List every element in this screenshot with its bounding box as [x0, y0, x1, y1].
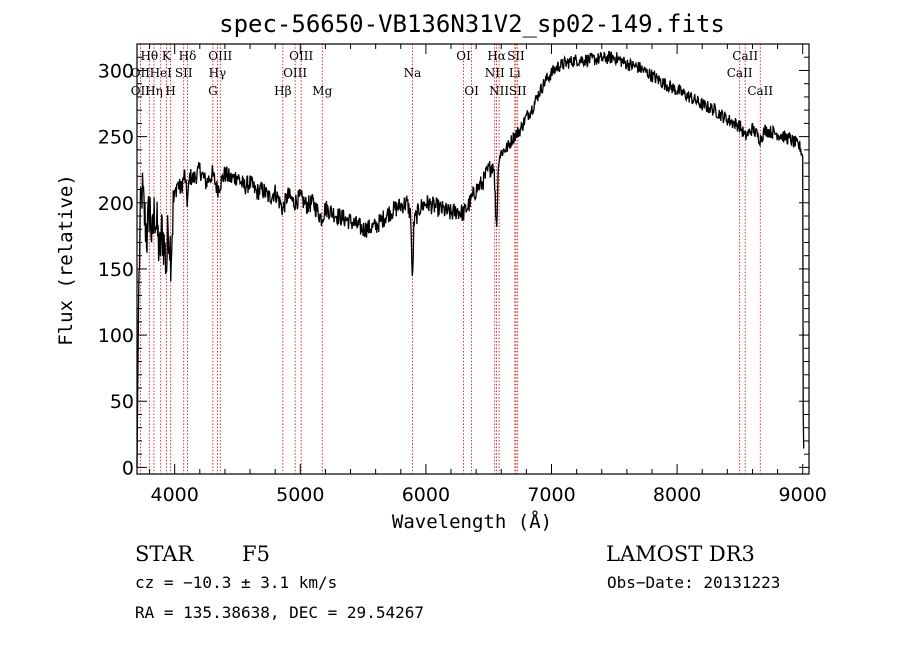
x-axis-ticks: 4000 5000 6000 7000 8000 9000 — [149, 44, 827, 506]
x-tick-label: 4000 — [151, 484, 199, 506]
spectral-line-label: OII — [131, 66, 151, 80]
spectral-line-label: HeI — [150, 66, 173, 80]
spectral-line-label: OIII — [289, 49, 313, 63]
spectral-line-label: H — [165, 84, 175, 98]
x-tick-label: 6000 — [402, 484, 450, 506]
spectral-line-label: Hη — [145, 84, 163, 98]
y-tick-label: 250 — [98, 127, 134, 149]
spectral-line-label: NII — [485, 66, 505, 80]
spectral-line-label: OIII — [283, 66, 307, 80]
x-axis-label: Wavelength (Å) — [392, 510, 552, 533]
spectral-line-label: CaII — [747, 84, 773, 98]
coordinates: RA = 135.38638, DEC = 29.54267 — [135, 603, 424, 622]
spectral-line-label: Hγ — [209, 66, 227, 80]
spectral-line-label: OIII — [208, 49, 232, 63]
y-tick-label: 200 — [98, 193, 134, 215]
y-tick-label: 150 — [98, 259, 134, 281]
spectral-line-label: CaII — [732, 49, 758, 63]
chart-title: spec-56650-VB136N31V2_sp02-149.fits — [219, 10, 725, 38]
spectral-line-label: G — [208, 84, 218, 98]
plot-frame — [136, 43, 810, 475]
spectral-line-label: SII — [509, 84, 527, 98]
obs-date: Obs−Date: 20131223 — [607, 573, 780, 592]
x-tick-label: 7000 — [527, 484, 575, 506]
spectral-line-label: Hβ — [274, 84, 291, 98]
spectral-line-markers — [139, 44, 761, 474]
spectrum-line — [136, 50, 805, 468]
spectral-line-label: Na — [404, 66, 422, 80]
spectral-line-label: Mg — [312, 84, 332, 98]
spectral-line-label: OI — [456, 49, 471, 63]
y-tick-label: 50 — [110, 391, 134, 413]
spectral-line-label: K — [162, 49, 172, 63]
y-axis-label: Flux (relative) — [55, 174, 77, 346]
spectral-line-label: SII — [175, 66, 193, 80]
spectral-line-label: OII — [131, 84, 151, 98]
x-tick-label: 8000 — [653, 484, 701, 506]
survey-name: LAMOST DR3 — [606, 542, 755, 566]
object-subclass: F5 — [242, 542, 270, 566]
redshift-text: cz = −10.3 ± 3.1 km/s — [135, 573, 337, 592]
y-axis-ticks: 0 50 100 150 200 250 300 — [98, 56, 809, 479]
x-tick-label: 9000 — [779, 484, 827, 506]
spectral-line-label: NII — [489, 84, 509, 98]
spectral-line-label: Li — [509, 66, 521, 80]
spectral-line-label: CaII — [727, 66, 753, 80]
spectral-line-label: Hθ — [140, 49, 158, 63]
spectral-line-label: OI — [464, 84, 479, 98]
y-tick-label: 300 — [98, 60, 134, 82]
spectral-line-label: Hδ — [179, 49, 197, 63]
y-tick-label: 100 — [98, 325, 134, 347]
spectral-line-label: SII — [507, 49, 525, 63]
spectral-line-label: Hα — [487, 49, 506, 63]
x-tick-label: 5000 — [276, 484, 324, 506]
object-class: STAR — [135, 542, 194, 566]
y-tick-label: 0 — [122, 457, 134, 479]
